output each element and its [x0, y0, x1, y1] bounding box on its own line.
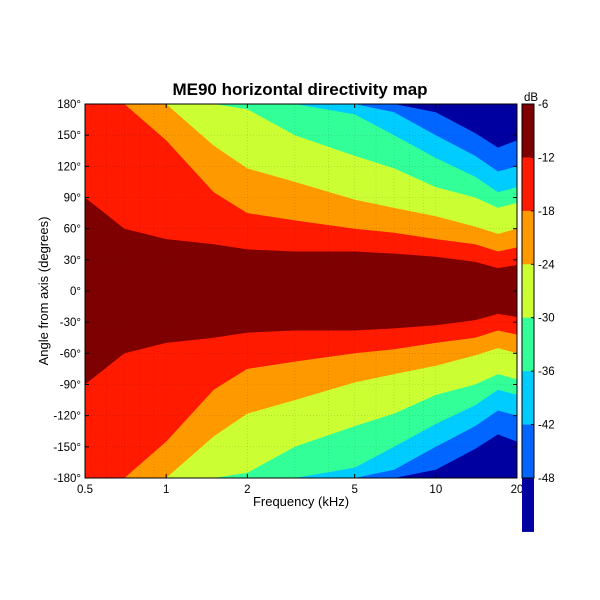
- x-tick-label: 5: [351, 484, 357, 496]
- y-tick-label: -30°: [60, 317, 81, 329]
- colorbar-unit-label: dB: [524, 92, 538, 104]
- x-tick-label: 2: [244, 484, 250, 496]
- y-tick-label: 150°: [57, 130, 81, 142]
- x-axis-ticks: 0.5 1 2 5 10 20: [77, 104, 523, 496]
- colorbar-tick-label: -48: [538, 473, 555, 485]
- x-tick-label: 0.5: [77, 484, 93, 496]
- colorbar-tick-label: -24: [538, 259, 555, 271]
- colorbar-segment: [522, 157, 534, 212]
- colorbar-segment: [522, 424, 534, 479]
- y-tick-label: 120°: [57, 161, 81, 173]
- colorbar-segment: [522, 371, 534, 426]
- colorbar-tick-label: -30: [538, 313, 555, 325]
- contour-plot-area: [85, 104, 517, 478]
- y-tick-label: 0°: [70, 286, 81, 298]
- colorbar-segment: [522, 210, 534, 265]
- y-tick-label: 60°: [64, 224, 81, 236]
- y-tick-label: -180°: [53, 473, 81, 485]
- y-tick-label: 30°: [64, 255, 81, 267]
- y-tick-label: -120°: [53, 411, 81, 423]
- colorbar-segment: [522, 478, 534, 532]
- colorbar-tick-label: -36: [538, 366, 555, 378]
- colorbar-segment: [522, 264, 534, 319]
- x-tick-label: 1: [163, 484, 169, 496]
- y-tick-label: -60°: [60, 348, 81, 360]
- contour-band-minus6db: [85, 197, 517, 385]
- colorbar-frame: [521, 103, 535, 479]
- chart-title: ME90 horizontal directivity map: [172, 80, 427, 99]
- colorbar-tick-label: -18: [538, 206, 555, 218]
- y-tick-label: -90°: [60, 380, 81, 392]
- colorbar-segment: [522, 317, 534, 372]
- y-tick-label: 90°: [64, 193, 81, 205]
- y-tick-label: 180°: [57, 99, 81, 111]
- y-axis-ticks: 180° 150° 120° 90° 60° 30° 0° -30° -60° -90° -120°…: [53, 99, 517, 485]
- colorbar-tick-label: -42: [538, 420, 555, 432]
- x-tick-label: 20: [511, 484, 524, 496]
- colorbar: -6 -12 -18 -24 -30 -36 -42 -48: [521, 99, 555, 532]
- y-axis-label: Angle from axis (degrees): [36, 217, 51, 366]
- y-tick-label: -150°: [53, 442, 81, 454]
- colorbar-tick-label: -6: [538, 99, 548, 111]
- colorbar-tick-label: -12: [538, 152, 555, 164]
- x-tick-label: 10: [429, 484, 442, 496]
- colorbar-segment: [522, 104, 534, 158]
- x-axis-label: Frequency (kHz): [253, 494, 349, 509]
